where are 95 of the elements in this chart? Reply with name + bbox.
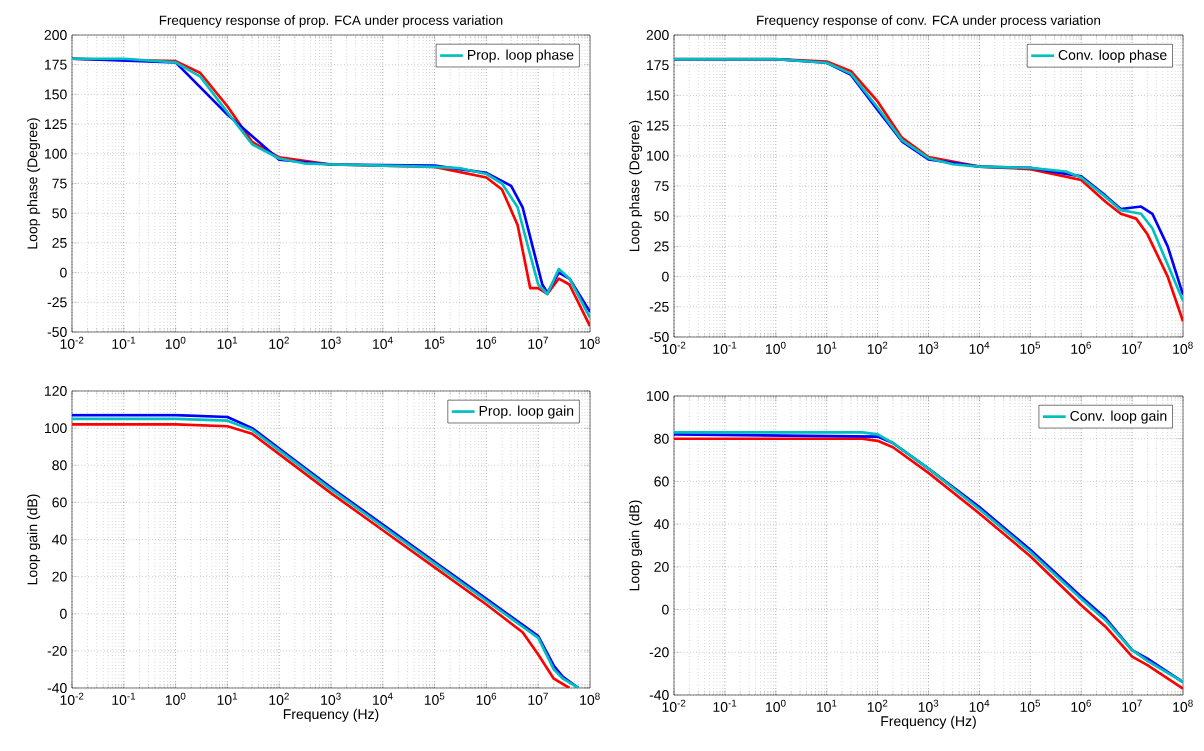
y-tick-label: -20	[47, 645, 67, 656]
x-tick-label: 10$^{-2}$	[60, 692, 84, 705]
y-tick-label: 25	[654, 241, 669, 252]
x-tick-label: 10$^{0}$	[165, 336, 186, 349]
y-tick-label: 25	[52, 237, 67, 248]
y-tick-label: -20	[649, 647, 669, 658]
y-tick-label: 20	[654, 561, 669, 572]
x-tick-label: 10$^{7}$	[1122, 699, 1142, 712]
x-tick-label: 10$^{-1}$	[713, 341, 737, 354]
x-axis-title: Frequency (Hz)	[881, 715, 976, 729]
y-tick-label: 125	[647, 120, 669, 131]
x-tick-label: 10$^{8}$	[1173, 341, 1193, 354]
x-tick-label: 10$^{4}$	[373, 336, 393, 349]
x-tick-label: 10$^{2}$	[269, 692, 289, 705]
x-tick-label: 10$^{7}$	[528, 692, 548, 705]
y-tick-label: 75	[654, 181, 669, 191]
y-tick-label: 50	[52, 208, 67, 219]
y-tick-label: 100	[45, 148, 67, 159]
x-tick-label: 10$^{5}$	[424, 336, 445, 349]
x-tick-label: 10$^{0}$	[766, 341, 786, 354]
x-axis-title: Frequency (Hz)	[283, 708, 379, 722]
x-tick-label: 10$^{6}$	[476, 692, 497, 705]
legend-label: Conv. loop gain	[1070, 410, 1167, 424]
y-tick-label: 40	[654, 519, 669, 530]
y-tick-label: 120	[45, 386, 67, 396]
x-tick-label: 10$^{-2}$	[60, 336, 84, 349]
x-tick-label: 10$^{-2}$	[662, 341, 686, 354]
legend-label: Prop. loop gain	[479, 405, 574, 419]
y-axis-title: Loop phase (Degree)	[629, 120, 643, 251]
y-tick-label: 60	[52, 497, 67, 508]
x-tick-label: 10$^{-2}$	[662, 699, 686, 712]
y-tick-label: 175	[647, 60, 669, 71]
y-tick-label: 100	[45, 423, 67, 434]
y-tick-label: -25	[649, 301, 669, 312]
x-tick-label: 10$^{6}$	[476, 336, 497, 349]
legend-label: Conv. loop phase	[1058, 49, 1167, 63]
y-axis-title: Loop gain (dB)	[629, 500, 643, 591]
y-tick-label: 100	[647, 391, 669, 401]
y-tick-label: 80	[52, 460, 67, 471]
x-tick-label: 10$^{7}$	[1122, 341, 1142, 354]
x-tick-label: 10$^{-1}$	[713, 699, 737, 712]
legend-label: Prop. loop phase	[468, 49, 574, 63]
x-tick-label: 10$^{3}$	[918, 341, 939, 354]
y-tick-label: 200	[44, 30, 67, 40]
y-tick-label: 50	[654, 211, 669, 222]
y-tick-label: -40	[649, 690, 669, 700]
x-tick-label: 10$^{3}$	[918, 699, 939, 712]
x-tick-label: 10$^{1}$	[217, 336, 238, 349]
y-tick-label: 0	[60, 608, 67, 619]
chart-title: Frequency response of prop. FCA under process variation	[159, 15, 503, 28]
x-tick-label: 10$^{2}$	[269, 336, 289, 349]
x-tick-label: 10$^{5}$	[424, 692, 445, 705]
y-tick-label: 80	[654, 433, 669, 444]
x-tick-label: 10$^{8}$	[580, 692, 600, 705]
x-tick-label: 10$^{6}$	[1071, 341, 1091, 354]
y-tick-label: 0	[60, 267, 67, 278]
x-tick-label: 10$^{0}$	[766, 699, 786, 712]
y-tick-label: 20	[52, 571, 67, 582]
y-tick-label: 40	[52, 534, 67, 545]
chart-title: Frequency response of conv. FCA under process variation	[757, 15, 1101, 28]
x-tick-label: 10$^{2}$	[867, 699, 888, 712]
x-tick-label: 10$^{3}$	[321, 692, 341, 705]
y-tick-label: 60	[654, 476, 669, 487]
y-axis-title: Loop phase (Degree)	[27, 118, 41, 249]
y-tick-label: 150	[647, 90, 669, 101]
y-axis-title: Loop gain (dB)	[27, 494, 41, 585]
x-tick-label: 10$^{5}$	[1020, 341, 1041, 354]
x-tick-label: 10$^{3}$	[321, 336, 341, 349]
x-tick-label: 10$^{-1}$	[112, 336, 136, 349]
y-tick-label: 0	[662, 604, 669, 615]
y-tick-label: 125	[45, 119, 67, 130]
y-tick-label: 200	[646, 30, 669, 40]
y-tick-label: -40	[47, 683, 67, 693]
y-tick-label: -50	[47, 327, 67, 337]
y-tick-label: -50	[649, 332, 669, 342]
y-tick-label: 150	[45, 89, 67, 100]
y-tick-label: 175	[45, 59, 67, 70]
x-tick-label: 10$^{8}$	[1173, 699, 1193, 712]
x-tick-label: 10$^{0}$	[165, 692, 186, 705]
x-tick-label: 10$^{6}$	[1071, 699, 1091, 712]
x-tick-label: 10$^{4}$	[373, 692, 393, 705]
x-tick-label: 10$^{4}$	[969, 699, 990, 712]
x-tick-label: 10$^{1}$	[816, 699, 837, 712]
x-tick-label: 10$^{-1}$	[112, 692, 136, 705]
x-tick-label: 10$^{7}$	[528, 336, 548, 349]
x-tick-label: 10$^{1}$	[816, 341, 837, 354]
y-tick-label: 75	[52, 178, 67, 189]
y-tick-label: 0	[662, 271, 669, 282]
y-tick-label: -25	[47, 297, 67, 308]
x-tick-label: 10$^{2}$	[867, 341, 888, 354]
x-tick-label: 10$^{4}$	[969, 341, 990, 354]
x-tick-label: 10$^{5}$	[1020, 699, 1041, 712]
x-tick-label: 10$^{1}$	[217, 692, 238, 705]
x-tick-label: 10$^{8}$	[580, 336, 600, 349]
y-tick-label: 100	[647, 150, 669, 161]
